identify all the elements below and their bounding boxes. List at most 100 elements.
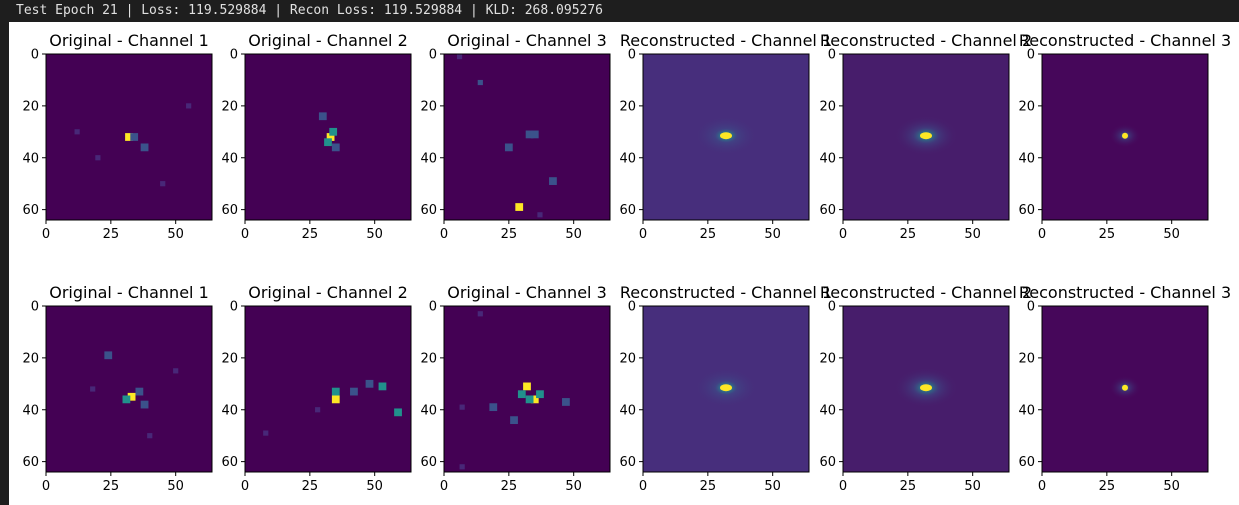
y-tick-label: 40 bbox=[819, 151, 836, 166]
panel-title: Reconstructed - Channel 2 bbox=[819, 31, 1033, 50]
y-tick-label: 0 bbox=[230, 300, 238, 315]
axes-frame bbox=[244, 53, 412, 221]
heatmap-panel: 0 25 50 0 20 40 60 bbox=[420, 48, 611, 242]
y-tick-label: 0 bbox=[230, 48, 238, 63]
pixel-hotspot bbox=[489, 403, 498, 412]
pixel-hotspot bbox=[90, 386, 96, 392]
x-tick-label: 0 bbox=[839, 227, 847, 242]
pixel-hotspot bbox=[536, 390, 544, 399]
pixel-hotspot bbox=[510, 416, 518, 425]
blob-peak bbox=[920, 132, 932, 140]
x-tick-label: 25 bbox=[900, 479, 917, 494]
pixel-hotspot bbox=[378, 382, 387, 391]
pixel-hotspot bbox=[365, 379, 374, 388]
axes-frame bbox=[244, 305, 412, 473]
panel-title: Reconstructed - Channel 3 bbox=[1018, 283, 1232, 302]
y-tick-label: 40 bbox=[1018, 403, 1035, 418]
axes-frame bbox=[443, 305, 611, 473]
pixel-hotspot bbox=[456, 54, 463, 60]
heatmap-panel: 0 25 50 0 20 40 60 bbox=[1018, 300, 1209, 494]
heatmap-panel: 0 25 50 0 20 40 60 bbox=[1018, 48, 1209, 242]
pixel-hotspot bbox=[530, 130, 539, 139]
x-tick-label: 25 bbox=[700, 479, 717, 494]
x-tick-label: 25 bbox=[900, 227, 917, 242]
y-tick-label: 0 bbox=[429, 300, 437, 315]
axes-frame bbox=[1041, 305, 1209, 473]
panel-title: Reconstructed - Channel 1 bbox=[619, 283, 833, 302]
y-tick-label: 0 bbox=[1027, 300, 1035, 315]
axes-frame bbox=[1041, 53, 1209, 221]
y-tick-label: 20 bbox=[22, 351, 39, 366]
y-tick-label: 40 bbox=[420, 403, 437, 418]
y-tick-label: 20 bbox=[619, 99, 636, 114]
heatmap-panel: 0 25 50 0 20 40 60 bbox=[819, 48, 1010, 242]
pixel-hotspot bbox=[394, 408, 402, 417]
y-tick-label: 20 bbox=[420, 351, 437, 366]
y-tick-label: 0 bbox=[31, 48, 39, 63]
y-tick-label: 20 bbox=[420, 99, 437, 114]
pixel-hotspot bbox=[125, 133, 133, 141]
x-tick-label: 25 bbox=[1099, 227, 1116, 242]
axes-frame bbox=[45, 53, 213, 221]
y-tick-label: 20 bbox=[1018, 351, 1035, 366]
pixel-hotspot bbox=[477, 79, 483, 86]
x-tick-label: 0 bbox=[639, 479, 647, 494]
pixel-hotspot bbox=[122, 395, 131, 404]
y-tick-label: 40 bbox=[619, 151, 636, 166]
x-tick-label: 50 bbox=[565, 479, 582, 494]
y-tick-label: 40 bbox=[22, 403, 39, 418]
x-tick-label: 50 bbox=[964, 479, 981, 494]
panel-title: Original - Channel 2 bbox=[248, 31, 408, 50]
y-tick-label: 60 bbox=[1018, 203, 1035, 218]
y-tick-label: 20 bbox=[819, 99, 836, 114]
y-tick-label: 0 bbox=[31, 300, 39, 315]
y-tick-label: 40 bbox=[221, 151, 238, 166]
x-tick-label: 0 bbox=[440, 479, 448, 494]
panel-title: Original - Channel 1 bbox=[49, 283, 209, 302]
x-tick-label: 25 bbox=[501, 227, 518, 242]
pixel-hotspot bbox=[459, 404, 465, 410]
pixel-hotspot bbox=[331, 387, 340, 396]
y-tick-label: 0 bbox=[429, 48, 437, 63]
y-tick-label: 40 bbox=[420, 151, 437, 166]
x-tick-label: 0 bbox=[1038, 227, 1046, 242]
pixel-hotspot bbox=[324, 138, 332, 147]
x-tick-label: 50 bbox=[366, 227, 383, 242]
y-tick-label: 60 bbox=[819, 203, 836, 218]
x-tick-label: 25 bbox=[103, 479, 120, 494]
x-tick-label: 0 bbox=[1038, 479, 1046, 494]
axes-frame bbox=[842, 305, 1010, 473]
pixel-hotspot bbox=[186, 103, 192, 109]
blob-peak bbox=[720, 132, 732, 140]
pixel-hotspot bbox=[318, 112, 327, 121]
y-tick-label: 20 bbox=[22, 99, 39, 114]
y-tick-label: 20 bbox=[1018, 99, 1035, 114]
x-tick-label: 25 bbox=[103, 227, 120, 242]
axes-frame bbox=[642, 305, 810, 473]
pixel-hotspot bbox=[173, 368, 179, 374]
blob-peak bbox=[720, 384, 732, 392]
y-tick-label: 0 bbox=[1027, 48, 1035, 63]
x-tick-label: 0 bbox=[440, 227, 448, 242]
pixel-hotspot bbox=[562, 398, 570, 406]
pixel-hotspot bbox=[74, 129, 80, 135]
pixel-hotspot bbox=[459, 464, 465, 470]
x-tick-label: 0 bbox=[839, 479, 847, 494]
x-tick-label: 25 bbox=[302, 227, 319, 242]
heatmap-image bbox=[46, 306, 212, 472]
axes-frame bbox=[842, 53, 1010, 221]
x-tick-label: 50 bbox=[964, 227, 981, 242]
x-tick-label: 0 bbox=[639, 227, 647, 242]
y-tick-label: 0 bbox=[628, 300, 636, 315]
pixel-hotspot bbox=[477, 311, 483, 317]
heatmap-panel: 0 25 50 0 20 40 60 bbox=[221, 300, 412, 494]
y-tick-label: 0 bbox=[628, 48, 636, 63]
pixel-hotspot bbox=[140, 143, 149, 152]
axes-frame bbox=[642, 53, 810, 221]
y-tick-label: 20 bbox=[819, 351, 836, 366]
heatmap-panel: 0 25 50 0 20 40 60 bbox=[619, 300, 810, 494]
y-tick-label: 0 bbox=[828, 300, 836, 315]
y-tick-label: 40 bbox=[221, 403, 238, 418]
x-tick-label: 0 bbox=[241, 227, 249, 242]
x-tick-label: 50 bbox=[1163, 227, 1180, 242]
